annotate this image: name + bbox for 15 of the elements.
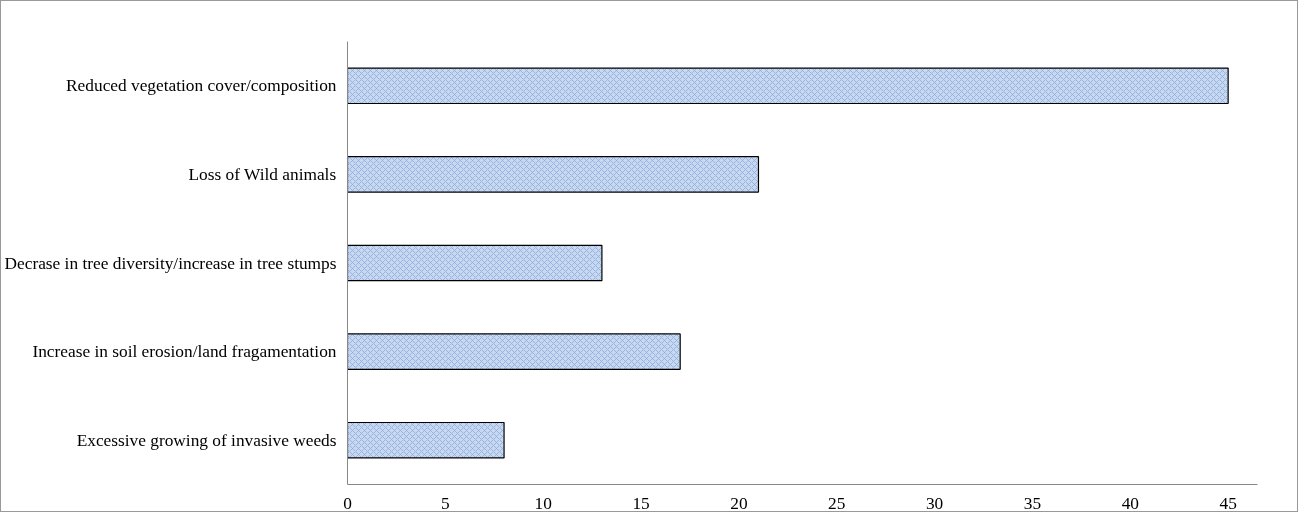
x-tick-label: 30 (925, 493, 944, 513)
x-tick-label: 10 (534, 493, 552, 513)
x-tick-label: 25 (828, 493, 846, 513)
y-tick-label: Increase in soil erosion/land fragamentation (32, 342, 337, 362)
y-tick-label: Reduced vegetation cover/composition (66, 76, 337, 96)
x-tick-label: 35 (1023, 493, 1042, 513)
y-tick-label: Excessive growing of invasive weeds (76, 430, 337, 450)
x-tick-label: 15 (632, 493, 650, 513)
x-tick-label: 0 (343, 493, 352, 513)
x-tick-label: 20 (730, 493, 748, 513)
y-tick-label: Decrase in tree diversity/increase in tree stumps (4, 253, 337, 273)
x-tick-label: 5 (441, 493, 450, 513)
y-tick-label: Loss of Wild animals (188, 164, 337, 184)
x-tick-label: 40 (1121, 493, 1139, 513)
x-tick-label: 45 (1219, 493, 1237, 513)
